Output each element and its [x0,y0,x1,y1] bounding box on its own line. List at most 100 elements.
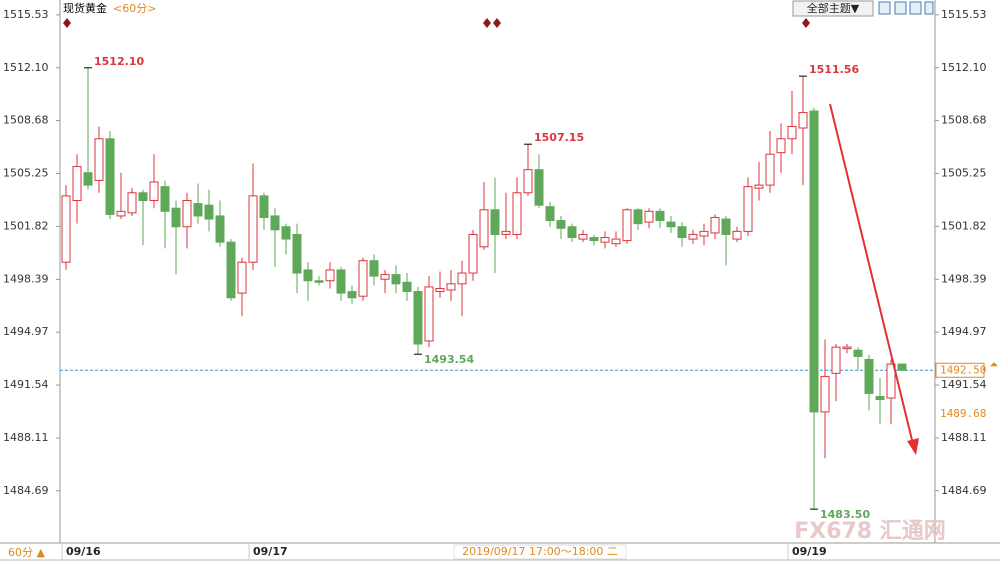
candle-body [160,186,170,212]
extreme-label: 1511.56 [809,63,859,76]
tooltip: 2019/09/17 17:00～18:00 二 [462,545,618,558]
candle-body [127,192,137,214]
candle-body [391,274,401,285]
candle-body [138,192,148,202]
candle-body [237,261,247,294]
candle-body [61,195,71,263]
candle-body [259,195,269,218]
toolbar-icons[interactable] [878,1,934,15]
candle-body [292,233,302,274]
icon[interactable] [924,1,934,15]
candle-body [831,346,841,374]
y-tick-label-right: 1505.25 [941,167,987,180]
icon[interactable] [909,1,922,15]
candle-body [556,220,566,229]
extreme-label: 1483.50 [820,508,870,521]
y-tick-label: 1501.82 [3,219,49,232]
x-tick-label: 09/16 [66,545,101,558]
chart-title: 现货黄金 [63,1,107,15]
candle-body [490,209,500,235]
extreme-label: 1493.54 [424,353,474,366]
period-selector[interactable]: 60分 ▲ [8,546,45,559]
extreme-label: 1512.10 [94,55,144,68]
candle-body [754,184,764,189]
candle-body [578,233,588,240]
candle-body [633,209,643,225]
candle-body [600,237,610,243]
candle-body [567,226,577,239]
theme-button[interactable] [792,0,874,17]
price-label-box [935,362,985,378]
candle-body [479,209,489,248]
candle-body [182,200,192,228]
chart-subtitle: <60分> [113,2,156,15]
candle-body [699,230,709,237]
candle-body [545,206,555,222]
candle-body [743,186,753,232]
candle-body [94,138,104,181]
tooltip-box [453,544,627,560]
candle-body [787,125,797,140]
candle-body [666,221,676,228]
event-marker [63,18,71,28]
y-tick-label-right: 1491.54 [941,378,987,391]
y-tick-label-right: 1515.53 [941,8,987,21]
event-markers [63,18,810,28]
candle-body [886,363,896,399]
candle-body [765,153,775,186]
event-marker [483,18,491,28]
price-pointer [990,362,998,367]
candle-body [446,283,456,291]
icon[interactable] [894,1,907,15]
candle-body [215,215,225,243]
candle-body [776,138,786,154]
y-tick-label: 1505.25 [3,167,49,180]
candle-body [611,238,621,245]
candle-body [468,233,478,274]
candle-body [347,291,357,299]
y-tick-label-right: 1484.69 [941,484,987,497]
icon[interactable] [878,1,891,15]
theme-button-label[interactable]: 全部主题▼ [807,1,860,15]
candle-body [688,233,698,240]
trend-arrow [829,103,919,455]
arrow-line [829,103,913,441]
candle-body [875,395,885,401]
y-tick-label: 1515.53 [3,8,49,21]
candle-body [402,281,412,293]
y-tick-label: 1508.68 [3,114,49,127]
candle-body [435,287,445,293]
candle-body [820,375,830,413]
candle-body [523,169,533,194]
candle-body [116,210,126,217]
candle-body [864,358,874,394]
y-tick-label: 1488.11 [3,431,49,444]
price-label: 1489.68 [940,407,986,420]
candle-body [171,207,181,228]
extreme-label: 1507.15 [534,131,584,144]
candle-body [314,280,324,283]
y-tick-label-right: 1501.82 [941,219,987,232]
candle-body [149,181,159,202]
candle-body [534,169,544,206]
candle-body [204,204,214,220]
candle-body [622,209,632,242]
candle-body [270,215,280,231]
candle-body [281,226,291,240]
candle-body [853,349,863,357]
event-marker [493,18,501,28]
y-tick-label-right: 1512.10 [941,61,987,74]
candle-body [501,230,511,235]
candle-body [710,216,720,234]
candle-body [589,237,599,242]
candle-body [83,172,93,186]
candle-body [512,192,522,235]
candle-body [413,291,423,345]
candle-body [248,195,258,263]
y-tick-label: 1484.69 [3,484,49,497]
watermark: FX678 汇通网 [794,519,946,544]
arrow-head [907,438,919,455]
plot: 1515.53 1515.53 1512.10 1512.10 1508.68 1508.… [3,8,998,560]
candle-body [358,260,368,297]
y-tick-label: 1494.97 [3,325,49,338]
